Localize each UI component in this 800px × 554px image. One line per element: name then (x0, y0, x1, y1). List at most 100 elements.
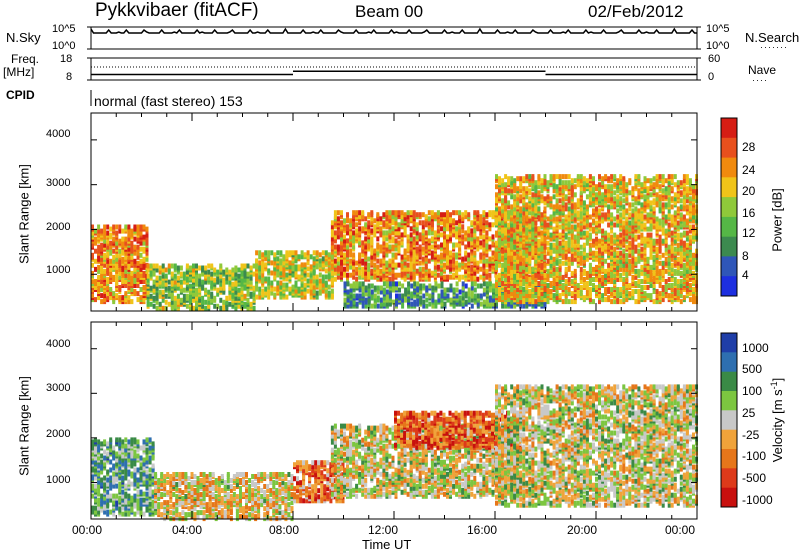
power-echo-cell (567, 236, 571, 242)
power-echo-cell (519, 242, 523, 248)
power-echo-cell (303, 290, 307, 296)
power-echo-cell (637, 200, 641, 206)
power-echo-cell (324, 274, 328, 280)
power-echo-cell (343, 297, 347, 303)
power-echo-cell (379, 301, 383, 307)
power-echo-cell (430, 236, 434, 242)
power-echo-cell (622, 224, 626, 230)
power-echo-cell (94, 279, 97, 284)
power-echo-cell (531, 202, 535, 208)
power-echo-cell (534, 277, 538, 282)
power-echo-cell (234, 279, 238, 285)
noise-right-tick-top: 10^5 (706, 23, 730, 35)
power-echo-cell (625, 224, 629, 230)
power-echo-cell (440, 242, 443, 248)
power-echo-cell (519, 293, 523, 299)
power-echo-cell (158, 275, 162, 281)
power-echo-cell (343, 234, 346, 240)
power-echo-cell (592, 266, 595, 272)
power-echo-cell (576, 250, 580, 256)
power-echo-cell (637, 258, 641, 264)
power-echo-cell (267, 268, 271, 274)
power-echo-cell (579, 274, 583, 280)
power-echo-cell (513, 268, 517, 274)
power-echo-cell (158, 293, 162, 299)
power-echo-cell (336, 260, 340, 266)
power-echo-cell (564, 206, 568, 212)
power-echo-cell (118, 248, 122, 254)
power-echo-cell (370, 303, 374, 309)
power-echo-cell (582, 220, 586, 226)
power-echo-cell (479, 230, 483, 236)
power-echo-cell (294, 292, 298, 298)
power-echo-cell (516, 192, 520, 198)
date-title: 02/Feb/2012 (588, 2, 684, 21)
noise-search-dots: ······· (760, 42, 788, 52)
power-echo-cell (115, 262, 119, 268)
power-echo-cell (501, 212, 505, 218)
power-echo-cell (552, 277, 556, 282)
power-echo-cell (340, 240, 343, 246)
power-echo-cell (479, 222, 483, 228)
power-echo-cell (400, 214, 404, 220)
power-echo-cell (106, 277, 110, 282)
power-echo-cell (152, 271, 156, 277)
power-echo-cell (207, 269, 211, 275)
power-echo-cell (507, 200, 511, 206)
power-echo-cell (145, 236, 149, 242)
power-echo-cell (510, 180, 514, 186)
power-echo-cell (537, 287, 541, 292)
power-echo-cell (294, 254, 298, 260)
power-echo-cell (136, 224, 140, 230)
power-echo-cell (495, 206, 498, 212)
power-echo-cell (467, 242, 471, 248)
power-echo-cell (397, 244, 401, 250)
power-echo-cell (318, 278, 322, 284)
power-echo-cell (519, 184, 523, 190)
power-echo-cell (567, 174, 571, 180)
power-echo-cell (564, 289, 568, 294)
power-echo-cell (130, 274, 134, 280)
power-echo-cell (176, 285, 180, 291)
power-echo-cell (91, 230, 94, 236)
power-echo-cell (130, 287, 134, 292)
power-echo-cell (321, 274, 325, 280)
power-echo-cell (106, 238, 110, 244)
power-echo-cell (433, 212, 437, 218)
power-echo-cell (425, 285, 429, 291)
power-echo-cell (231, 291, 235, 297)
power-echo-cell (397, 226, 401, 232)
power-echo-cell (640, 202, 644, 208)
power-echo-cell (106, 258, 110, 264)
power-echo-cell (207, 289, 211, 295)
power-echo-cell (382, 301, 386, 307)
power-echo-cell (176, 275, 180, 281)
power-echo-cell (330, 228, 334, 234)
power-echo-cell (543, 178, 547, 184)
power-echo-cell (498, 262, 501, 268)
power-echo-cell (279, 250, 283, 256)
power-echo-cell (519, 303, 523, 309)
power-echo-cell (495, 283, 498, 288)
power-echo-cell (458, 214, 462, 220)
power-echo-cell (443, 274, 446, 280)
power-echo-cell (276, 284, 280, 290)
power-echo-cell (634, 210, 638, 216)
power-echo-cell (273, 252, 277, 258)
power-echo-cell (400, 240, 404, 246)
freq-left-tick-bottom: 8 (66, 71, 73, 83)
power-echo-cell (385, 236, 389, 242)
power-echo-cell (388, 291, 392, 297)
power-echo-cell (97, 268, 101, 274)
power-echo-cell (561, 206, 565, 212)
power-echo-cell (91, 293, 94, 299)
power-echo-cell (570, 246, 574, 252)
power-echo-cell (391, 262, 395, 268)
power-echo-cell (510, 210, 514, 216)
power-echo-cell (476, 283, 480, 289)
power-echo-cell (501, 303, 505, 309)
power-echo-cell (619, 200, 623, 206)
power-echo-cell (625, 270, 629, 276)
power-echo-cell (549, 202, 553, 208)
power-echo-cell (240, 285, 244, 291)
